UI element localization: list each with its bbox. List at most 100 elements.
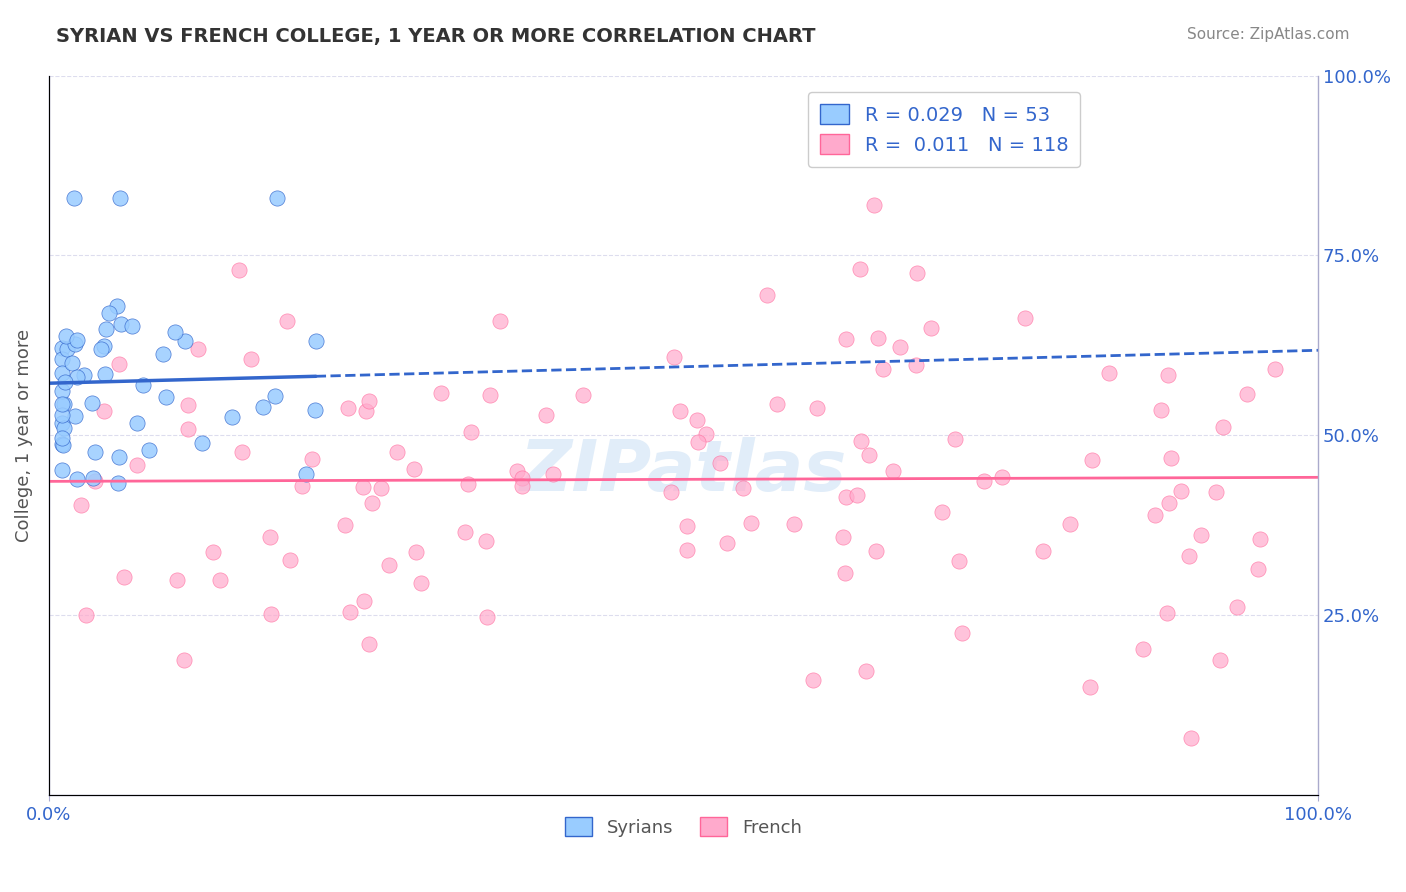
Point — [110, 318, 132, 332]
Point — [858, 448, 880, 462]
Point — [695, 427, 717, 442]
Point — [572, 388, 595, 402]
Point — [1032, 544, 1054, 558]
Point — [834, 566, 856, 581]
Point — [354, 404, 377, 418]
Point — [276, 313, 298, 327]
Point — [835, 490, 858, 504]
Point — [806, 401, 828, 416]
Point — [402, 462, 425, 476]
Point — [51, 341, 73, 355]
Text: ZIPatlas: ZIPatlas — [520, 437, 848, 506]
Point — [868, 330, 890, 344]
Point — [107, 476, 129, 491]
Point — [1189, 527, 1212, 541]
Point — [339, 605, 361, 619]
Point — [304, 403, 326, 417]
Point — [228, 263, 250, 277]
Point — [301, 452, 323, 467]
Point — [177, 422, 200, 436]
Point — [94, 322, 117, 336]
Point — [766, 397, 789, 411]
Point — [125, 458, 148, 472]
Point — [872, 362, 894, 376]
Point — [353, 594, 375, 608]
Point — [659, 485, 682, 500]
Point — [56, 342, 79, 356]
Point — [905, 359, 928, 373]
Point — [187, 342, 209, 356]
Point — [278, 552, 301, 566]
Point — [166, 574, 188, 588]
Point — [1209, 653, 1232, 667]
Point — [1081, 452, 1104, 467]
Point — [112, 569, 135, 583]
Point — [69, 498, 91, 512]
Point — [973, 475, 995, 489]
Point — [905, 266, 928, 280]
Point — [512, 479, 534, 493]
Point — [51, 366, 73, 380]
Point — [163, 325, 186, 339]
Point — [370, 481, 392, 495]
Point — [84, 445, 107, 459]
Point — [173, 653, 195, 667]
Point — [889, 340, 911, 354]
Point — [51, 431, 73, 445]
Text: Source: ZipAtlas.com: Source: ZipAtlas.com — [1187, 27, 1350, 42]
Point — [477, 610, 499, 624]
Point — [669, 404, 692, 418]
Legend: Syrians, French: Syrians, French — [558, 810, 808, 844]
Point — [512, 470, 534, 484]
Point — [121, 318, 143, 333]
Point — [920, 321, 942, 335]
Point — [931, 505, 953, 519]
Point — [360, 496, 382, 510]
Point — [948, 554, 970, 568]
Point — [1144, 508, 1167, 523]
Point — [291, 478, 314, 492]
Point — [1078, 681, 1101, 695]
Point — [943, 432, 966, 446]
Point — [155, 390, 177, 404]
Point — [731, 481, 754, 495]
Point — [740, 516, 762, 530]
Point — [108, 357, 131, 371]
Point — [478, 388, 501, 402]
Point — [65, 472, 87, 486]
Text: SYRIAN VS FRENCH COLLEGE, 1 YEAR OR MORE CORRELATION CHART: SYRIAN VS FRENCH COLLEGE, 1 YEAR OR MORE… — [56, 27, 815, 45]
Point — [66, 370, 89, 384]
Point — [991, 469, 1014, 483]
Point — [108, 450, 131, 465]
Point — [266, 191, 288, 205]
Point — [755, 288, 778, 302]
Point — [1249, 532, 1271, 546]
Point — [51, 463, 73, 477]
Point — [83, 474, 105, 488]
Point — [849, 434, 872, 449]
Point — [80, 395, 103, 409]
Point — [534, 409, 557, 423]
Point — [98, 306, 121, 320]
Point — [51, 384, 73, 399]
Point — [94, 367, 117, 381]
Point — [387, 445, 409, 459]
Point — [1264, 361, 1286, 376]
Point — [430, 386, 453, 401]
Point — [855, 664, 877, 678]
Point — [152, 346, 174, 360]
Point — [1180, 731, 1202, 745]
Point — [1226, 600, 1249, 615]
Point — [201, 545, 224, 559]
Point — [82, 471, 104, 485]
Point — [51, 417, 73, 431]
Point — [55, 329, 77, 343]
Point — [664, 350, 686, 364]
Point — [53, 397, 76, 411]
Point — [305, 334, 328, 348]
Point — [845, 488, 868, 502]
Point — [105, 299, 128, 313]
Point — [1160, 450, 1182, 465]
Point — [1170, 483, 1192, 498]
Point — [506, 465, 529, 479]
